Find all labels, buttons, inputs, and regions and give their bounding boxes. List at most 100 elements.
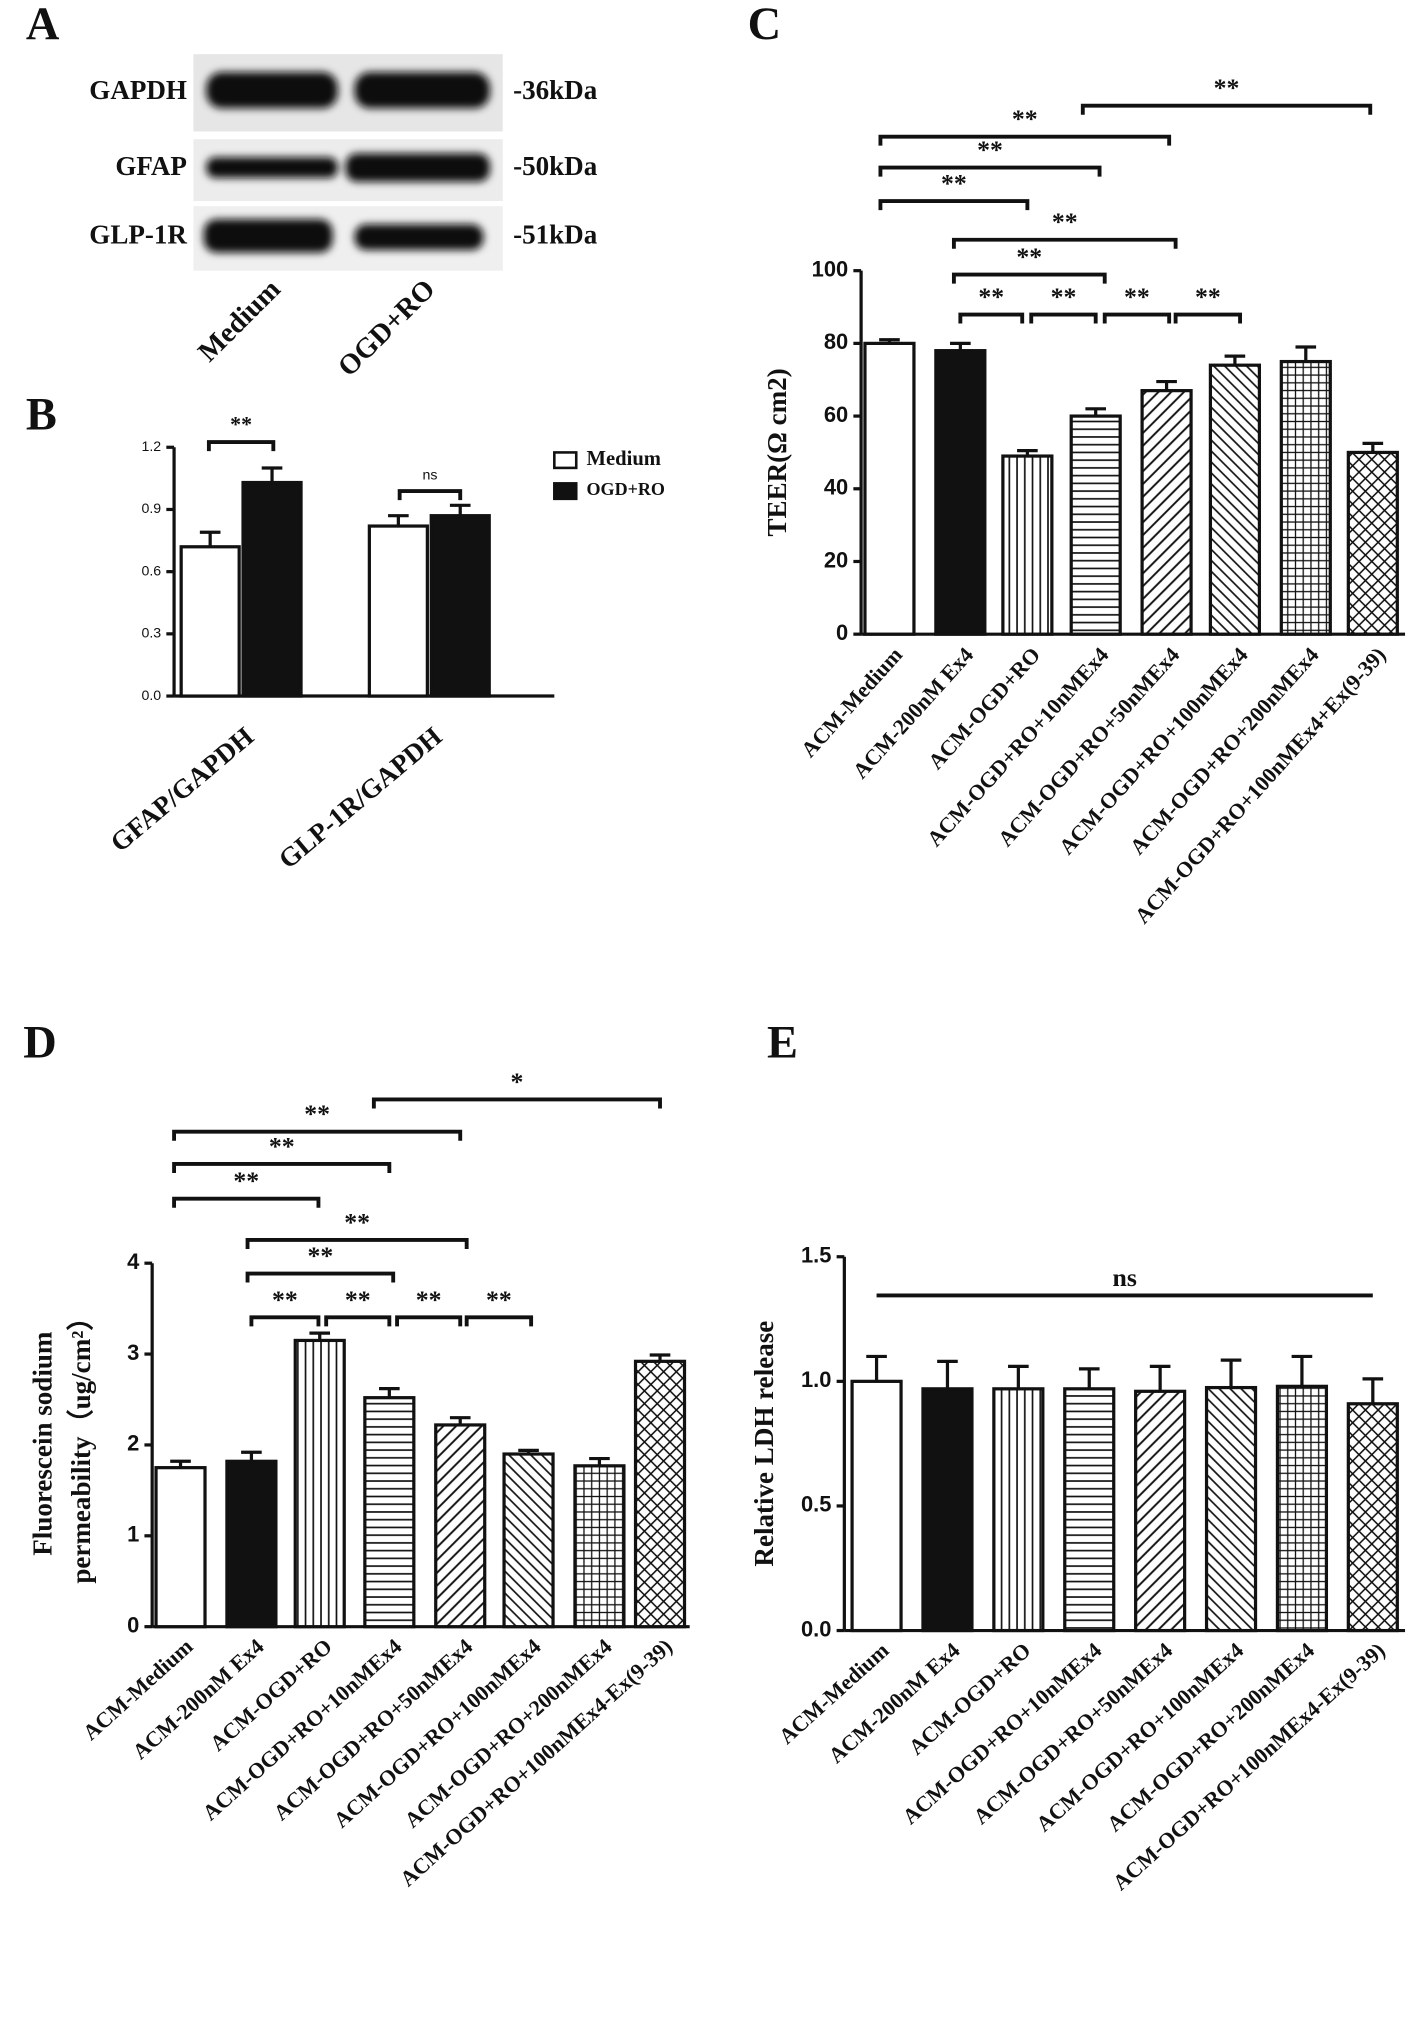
- y-tick-label: 40: [824, 475, 848, 500]
- y-tick-label: 60: [824, 402, 848, 427]
- lane-label: Medium: [192, 274, 287, 369]
- sig-bracket: [878, 165, 1102, 177]
- sig-label: **: [304, 1099, 330, 1128]
- blot-label: GAPDH: [89, 75, 187, 105]
- sig-bracket: [1173, 312, 1242, 324]
- lane-label: OGD+RO: [332, 274, 441, 383]
- bar: [1346, 450, 1399, 636]
- bar: [1140, 389, 1193, 636]
- y-tick-label: 1: [127, 1522, 139, 1547]
- x-tick-label: ACM-200nM Ex4: [823, 1637, 964, 1768]
- bar: [154, 1466, 207, 1629]
- bar: [367, 524, 429, 698]
- error-bar: [937, 1359, 958, 1389]
- sig-bracket: [1080, 103, 1373, 115]
- bar: [1134, 1389, 1187, 1633]
- error-bar: [449, 1416, 471, 1425]
- sig-label: ns: [1113, 1263, 1137, 1292]
- sig-bracket: [1029, 312, 1098, 324]
- error-bar: [199, 530, 221, 547]
- error-bar: [1362, 441, 1384, 453]
- sig-label: **: [345, 1285, 371, 1314]
- x-tick-label: ACM-200nM Ex4: [848, 642, 979, 783]
- bar: [1279, 359, 1332, 636]
- error-bar: [261, 466, 283, 483]
- error-bar: [309, 1331, 331, 1341]
- error-bar: [379, 1386, 400, 1398]
- y-axis-label: Relative LDH release: [749, 1321, 779, 1567]
- error-bar: [879, 338, 900, 344]
- error-bar: [1085, 407, 1107, 417]
- error-bar: [1008, 1364, 1029, 1389]
- bar: [225, 1459, 278, 1629]
- sig-bracket: [878, 134, 1172, 146]
- bar: [1063, 1387, 1116, 1633]
- bar: [1346, 1402, 1399, 1633]
- sig-label: **: [941, 169, 967, 198]
- x-tick-label: GLP-1R/GAPDH: [273, 721, 448, 874]
- sig-bracket: [206, 440, 276, 452]
- sig-label: **: [1051, 282, 1077, 311]
- sig-bracket: [245, 1271, 396, 1283]
- blot-size: -50kDa: [513, 151, 598, 181]
- sig-label: **: [1195, 282, 1221, 311]
- legend-swatch: [553, 482, 578, 501]
- y-axis-label: permeability（ug/cm²）: [66, 1304, 96, 1584]
- sig-label: *: [510, 1067, 523, 1096]
- bar: [850, 1379, 903, 1633]
- y-tick-label: 0: [127, 1612, 139, 1637]
- sig-bracket: [172, 1196, 321, 1208]
- sig-bracket: [172, 1162, 392, 1173]
- bar: [992, 1387, 1045, 1633]
- bar: [1204, 1385, 1258, 1633]
- error-bar: [1291, 1354, 1313, 1387]
- x-tick-label: ACM-OGD+RO+100nMEx4+Ex(9-39): [1130, 642, 1391, 928]
- blot-bands: [203, 72, 490, 253]
- x-tick-label: ACM-OGD+RO: [205, 1634, 337, 1756]
- sig-bracket: [324, 1315, 392, 1327]
- y-tick-label: 2: [127, 1431, 139, 1456]
- bar: [1001, 454, 1054, 636]
- y-tick-label: 0.3: [141, 626, 161, 642]
- y-tick-label: 1.0: [801, 1367, 831, 1392]
- sig-label: **: [486, 1285, 512, 1314]
- sig-bracket: [958, 312, 1025, 324]
- bar: [573, 1464, 626, 1629]
- y-tick-label: 1.2: [141, 439, 161, 455]
- sig-label: **: [1124, 282, 1150, 311]
- sig-label: **: [1052, 207, 1078, 236]
- y-axis-label: Fluorescein sodium: [27, 1331, 57, 1556]
- blot-size: -51kDa: [513, 219, 598, 249]
- panel-letter: E: [767, 1017, 798, 1068]
- sig-label: **: [307, 1241, 333, 1270]
- sig-label: **: [416, 1285, 442, 1314]
- y-axis-label: TEER(Ω cm2): [762, 368, 792, 536]
- sig-label: **: [978, 282, 1004, 311]
- error-bar: [1149, 1364, 1171, 1392]
- panel-letter: C: [748, 0, 782, 50]
- y-tick-label: 0.0: [801, 1616, 831, 1641]
- y-tick-label: 0.5: [801, 1492, 831, 1517]
- bar: [363, 1396, 416, 1629]
- sig-label: **: [977, 135, 1003, 164]
- x-tick-label: ACM-OGD+RO: [904, 1637, 1036, 1759]
- bar: [934, 349, 987, 636]
- error-bar: [388, 514, 409, 527]
- blot-label: GLP-1R: [89, 219, 187, 249]
- sig-bracket: [172, 1129, 463, 1141]
- panel-letter: A: [26, 0, 60, 50]
- sig-label: **: [1012, 104, 1038, 133]
- y-tick-label: 0.6: [141, 563, 161, 579]
- blot-label: GFAP: [115, 151, 187, 181]
- y-tick-label: 80: [824, 329, 848, 354]
- x-tick-label: GFAP/GAPDH: [105, 721, 260, 858]
- legend-label: OGD+RO: [587, 479, 665, 499]
- y-tick-label: 100: [812, 256, 849, 281]
- y-tick-label: 0.9: [141, 501, 161, 517]
- bar: [863, 341, 916, 636]
- blot-size: -36kDa: [513, 75, 598, 105]
- sig-label: **: [344, 1207, 370, 1236]
- bar: [434, 1423, 487, 1629]
- sig-bracket: [371, 1097, 662, 1109]
- sig-bracket: [951, 237, 1178, 249]
